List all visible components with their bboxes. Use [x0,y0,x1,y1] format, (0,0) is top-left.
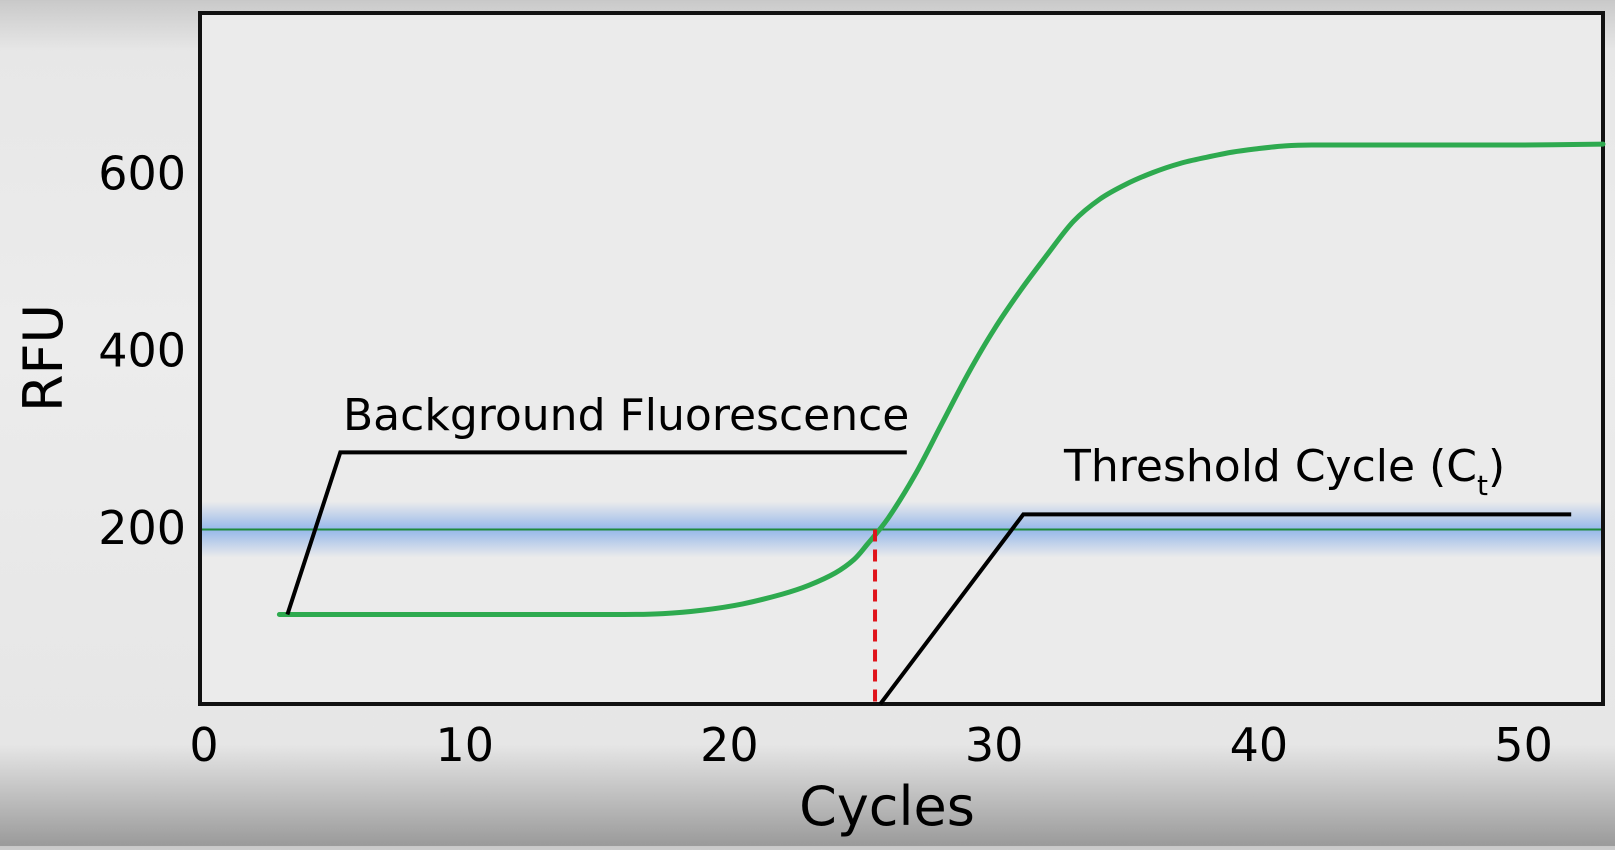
leader-background [285,450,907,616]
x-tick-label: 10 [435,718,494,772]
x-axis-title: Cycles [799,775,975,838]
y-tick-label: 200 [98,501,186,555]
y-tick-label: 600 [98,146,186,200]
x-tick-label: 40 [1230,718,1289,772]
series-layer [276,141,1606,618]
annotation-threshold-main: Threshold Cycle (C [1063,441,1477,492]
x-tick-label: 20 [700,718,759,772]
annotation-threshold-cycle: Threshold Cycle (Ct) [1063,441,1505,502]
x-tick-labels: 0 10 20 30 40 50 [189,718,1552,772]
annotation-leaders [285,450,1572,706]
annotation-threshold-suffix: ) [1488,441,1505,492]
threshold-layer [202,501,1601,558]
y-tick-label: 400 [98,324,186,378]
amplification-curve-0 [276,141,1606,618]
y-tick-labels: 200 400 600 [98,146,186,554]
annotation-threshold-subscript: t [1477,469,1488,502]
annotation-background-fluorescence: Background Fluorescence [343,390,909,441]
x-tick-label: 0 [189,718,218,772]
x-tick-label: 30 [965,718,1024,772]
y-axis-title: RFU [12,304,75,412]
plot-area [198,11,1605,706]
x-tick-label: 50 [1494,718,1553,772]
leader-threshold [878,512,1572,706]
